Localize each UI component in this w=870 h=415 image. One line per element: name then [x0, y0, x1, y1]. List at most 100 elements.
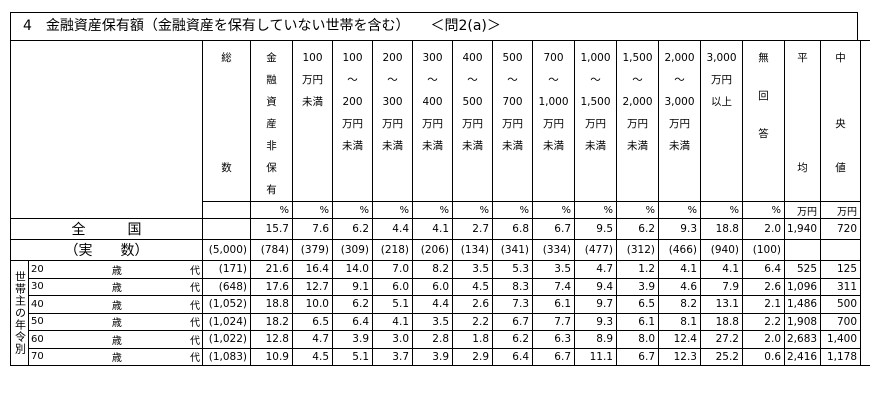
header-text: 万円: [627, 118, 648, 130]
pct-cell: 4.7: [292, 330, 333, 349]
pct-cell: 7.3: [492, 295, 533, 314]
cell-value: (1,022): [208, 333, 247, 346]
pct-cell: 17.6: [250, 277, 293, 296]
pct-cell: 3.9: [332, 330, 373, 349]
header-text: 500: [502, 52, 523, 64]
pct-cell: 6.2: [492, 330, 533, 349]
unit-text: %: [479, 204, 489, 216]
header-bracket: 1,500 ～ 2,000 万円 未満: [616, 40, 659, 202]
cell-value: 4.4: [432, 298, 449, 311]
cell-value: 4.1: [392, 315, 409, 328]
count-cell: (171): [202, 260, 251, 279]
pct-cell: 9.5: [574, 218, 617, 240]
cell-value: 2.6: [764, 280, 781, 293]
pct-cell: 2.2: [742, 312, 785, 331]
cell-value: 6.4: [512, 350, 529, 363]
cell-value: 21.6: [265, 263, 289, 276]
cell-value: (218): [380, 244, 409, 256]
unit-text: %: [319, 204, 329, 216]
age-text: 歳: [111, 283, 122, 295]
count-cell: (312): [616, 239, 659, 261]
unit-text: %: [561, 204, 571, 216]
side-label: 世帯主の年令別: [10, 260, 29, 366]
pct-cell: 4.5: [452, 277, 493, 296]
header-text: 万円: [502, 118, 523, 130]
pct-cell: 7.0: [372, 260, 413, 279]
avg-cell: 1,096: [784, 277, 821, 296]
pct-cell: 1.8: [452, 330, 493, 349]
unit-text: %: [439, 204, 449, 216]
cell-value: 4.5: [472, 280, 489, 293]
national-label: 全 国: [10, 218, 203, 240]
header-text: 400: [462, 52, 483, 64]
unit-cell: %: [700, 201, 743, 219]
cell-value: 1.8: [472, 333, 489, 346]
cell-value: 12.3: [673, 350, 697, 363]
header-text: 300: [422, 52, 443, 64]
cell-value: 8.1: [680, 315, 697, 328]
pct-cell: 12.7: [292, 277, 333, 296]
cell-value: 4.1: [680, 263, 697, 276]
age-text: 70: [31, 351, 44, 363]
unit-text: %: [359, 204, 369, 216]
age-text: 40: [31, 298, 44, 310]
cell-value: 10.9: [265, 350, 289, 363]
header-text: 有: [266, 184, 277, 196]
cell-value: (341): [500, 244, 529, 256]
table-frame: 4 金融資産保有額（金融資産を保有していない世帯を含む） ＜問2(a)＞ 総数金…: [10, 12, 870, 408]
cell-value: (784): [260, 244, 289, 256]
header-text: 数: [221, 162, 232, 174]
cell-value: 311: [836, 280, 857, 293]
header-text: ～: [632, 74, 643, 86]
avg-cell: 2,416: [784, 347, 821, 366]
age-text: 60: [31, 333, 44, 345]
pct-cell: 8.1: [658, 312, 701, 331]
cell-value: 9.1: [352, 280, 369, 293]
pct-cell: 14.0: [332, 260, 373, 279]
table-row: 60 歳 代 (1,022) 12.8 4.7 3.9 3.0 2.8 1.8 6.2 6.3 8.9 8…: [11, 330, 870, 349]
unit-cell: %: [292, 201, 333, 219]
pct-cell: 18.2: [250, 312, 293, 331]
header-text: 万円: [382, 118, 403, 130]
unit-text: %: [645, 204, 655, 216]
pct-cell: 6.4: [492, 347, 533, 366]
cell-value: 25.2: [715, 350, 739, 363]
pct-cell: 8.2: [658, 295, 701, 314]
pct-cell: 4.4: [372, 218, 413, 240]
cell-value: (477): [584, 244, 613, 256]
cell-value: 5.1: [392, 298, 409, 311]
header-median: 中央値: [820, 40, 861, 202]
pct-cell: 1.2: [616, 260, 659, 279]
cell-value: 6.7: [512, 315, 529, 328]
pct-cell: 6.7: [532, 347, 575, 366]
unit-cell: %: [574, 201, 617, 219]
cell-value: 12.4: [673, 333, 697, 346]
cell-value: 0.6: [764, 350, 781, 363]
count-cell: (100): [742, 239, 785, 261]
pct-cell: 8.9: [574, 330, 617, 349]
cell-value: 17.6: [265, 280, 289, 293]
age-label: 50 歳 代: [28, 312, 203, 331]
cell-value: (1,083): [208, 350, 247, 363]
header-text: ～: [467, 74, 478, 86]
header-text: 700: [543, 52, 564, 64]
count-cell: (648): [202, 277, 251, 296]
pct-cell: 0.6: [742, 347, 785, 366]
pct-cell: 6.2: [616, 218, 659, 240]
cell-value: 1,486: [787, 298, 818, 311]
cell-value: 2.1: [764, 298, 781, 311]
pct-cell: 5.1: [332, 347, 373, 366]
header-text: 保: [266, 162, 277, 174]
cell-value: 2.9: [472, 350, 489, 363]
cell-value: 5.3: [512, 263, 529, 276]
pct-cell: 9.1: [332, 277, 373, 296]
header-text: 産: [266, 118, 277, 130]
pct-cell: 6.2: [332, 218, 373, 240]
median-cell: 720: [820, 218, 861, 240]
header-no-assets: 金融資産非保有: [250, 40, 293, 202]
pct-cell: 2.2: [452, 312, 493, 331]
header-text: ～: [548, 74, 559, 86]
pct-cell: 4.1: [372, 312, 413, 331]
cell-value: 500: [836, 298, 857, 311]
cell-value: 6.1: [638, 315, 655, 328]
